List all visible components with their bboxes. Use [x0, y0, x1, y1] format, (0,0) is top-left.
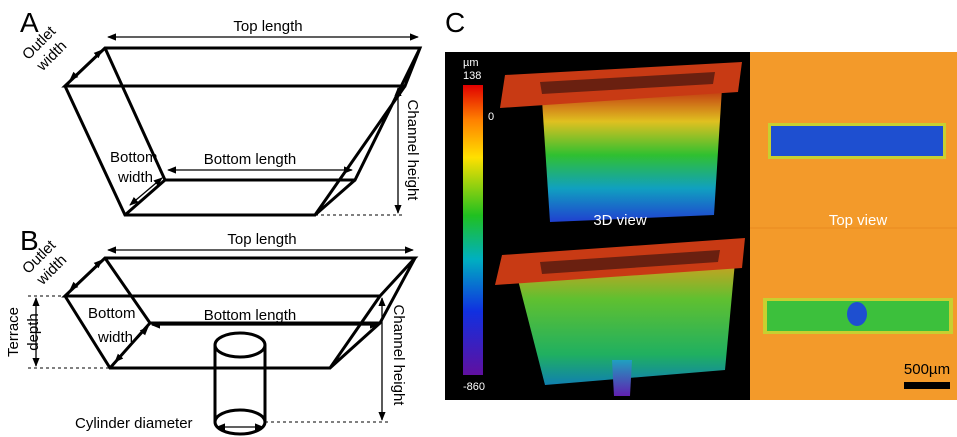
outlet-width-arrow	[70, 50, 102, 80]
dimension-label: Bottom	[88, 305, 136, 322]
dimension-label: width	[117, 169, 153, 186]
cylinder-top	[215, 333, 265, 357]
dimension-label: Terrace	[5, 307, 22, 357]
scale-label: 500µm	[904, 361, 950, 378]
cylinder-top-view	[847, 302, 867, 326]
dimension-label: Channel height	[390, 305, 407, 407]
dimension-label: Top length	[227, 231, 296, 248]
outlet-width-arrow	[70, 260, 102, 290]
surface-spike	[612, 360, 632, 396]
channel-outline	[65, 48, 420, 215]
dimension-label: width	[97, 329, 133, 346]
view-label: Top view	[829, 212, 888, 229]
figure: A Top length Outlet width Channel height…	[0, 0, 957, 437]
dimension-label: Bottom length	[204, 151, 297, 168]
dimension-label: Top length	[233, 18, 302, 35]
colorbar-label: -860	[463, 381, 485, 393]
colorbar-label: 0	[488, 111, 494, 123]
view-label: 3D view	[593, 212, 647, 229]
panel-a: A Top length Outlet width Channel height…	[19, 7, 421, 215]
colorbar	[463, 85, 483, 375]
panel-b: B Top length Outlet width Terrace depth …	[5, 225, 415, 434]
scale-bar	[904, 382, 950, 389]
dimension-label: Channel height	[404, 100, 421, 202]
colorbar-label: 138	[463, 70, 481, 82]
dimension-label-group: Terrace depth	[5, 307, 42, 357]
dimension-label: Cylinder diameter	[75, 415, 193, 432]
panel-c: C µm 138 0 -860 3D view Top view 500µm	[445, 7, 957, 400]
surface-wall	[542, 88, 722, 222]
colorbar-unit: µm	[463, 57, 479, 69]
dimension-label: depth	[25, 313, 42, 351]
channel-top-view	[771, 126, 943, 156]
panel-label: C	[445, 7, 465, 38]
dimension-label: Bottom	[110, 149, 158, 166]
dimension-label: Bottom length	[204, 307, 297, 324]
cylinder-bottom	[215, 410, 265, 434]
